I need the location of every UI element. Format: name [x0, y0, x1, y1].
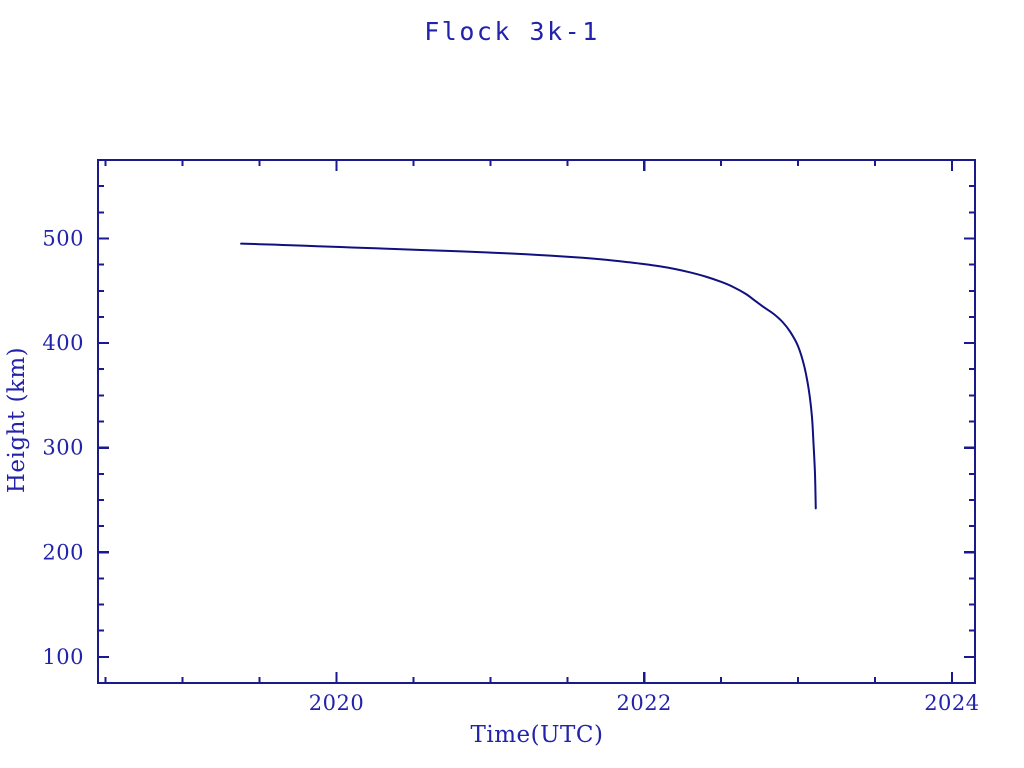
- y-axis-title: Height (km): [4, 347, 30, 493]
- y-tick-label: 300: [42, 436, 84, 460]
- data-series-group: [240, 242, 817, 510]
- x-axis-tick-labels: 2020 2022 2024: [309, 691, 979, 715]
- x-tick-label: 2024: [924, 691, 979, 715]
- x-tick-label: 2020: [309, 691, 364, 715]
- y-tick-label: 400: [42, 331, 84, 355]
- y-tick-label: 200: [42, 540, 84, 564]
- x-axis-ticks: [104, 160, 954, 683]
- y-axis-ticks: [98, 159, 975, 684]
- chart-title: Flock 3k-1: [424, 17, 600, 46]
- x-tick-label: 2022: [616, 691, 671, 715]
- x-axis-title: Time(UTC): [471, 722, 604, 748]
- y-tick-label: 100: [42, 645, 84, 669]
- y-axis-tick-labels: 100 200 300 400 500: [42, 226, 84, 669]
- height-decay-curve: [240, 242, 817, 510]
- y-tick-label: 500: [42, 226, 84, 250]
